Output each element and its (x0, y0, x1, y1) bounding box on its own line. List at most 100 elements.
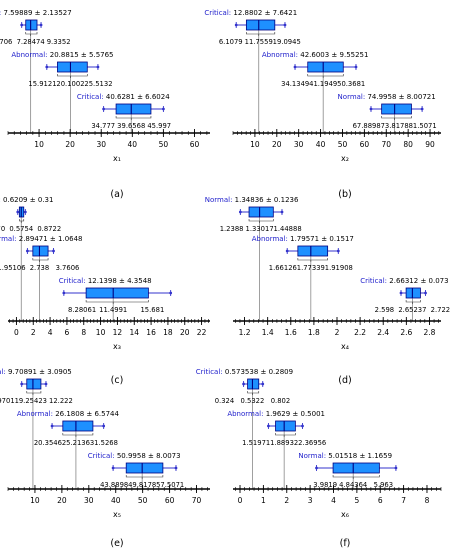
series-name: Abnormal (11, 51, 45, 59)
x-tick-label: 10 (30, 496, 40, 505)
x-tick-label: 1.2 (239, 328, 251, 337)
box-rect (62, 420, 94, 432)
whisker-point (301, 424, 304, 428)
stat-label: 50.3681 (337, 80, 365, 88)
whisker-point (424, 291, 427, 295)
x-tick-label: 60 (165, 496, 175, 505)
whisker-point (280, 210, 284, 214)
series-name-colon: : (101, 93, 106, 101)
stat-label: 11.4991 (99, 306, 127, 314)
box-rect (381, 103, 412, 115)
x-tick-label: 7 (401, 496, 406, 505)
box-rect (307, 61, 344, 73)
series-header: Normal: 0.6209 ± 0.31 (0, 196, 53, 204)
box-rect (405, 287, 421, 299)
x-tick-label: 10 (34, 140, 44, 149)
x-axis-label: x₂ (341, 154, 349, 163)
x-tick-label: 60 (360, 140, 370, 149)
stat-label: 8.28061 (68, 306, 96, 314)
series-name-colon: : (14, 235, 19, 243)
stat-bracket (246, 32, 276, 36)
stat-label: 3.7606 (56, 264, 80, 272)
series-mean-sd: 2.89471 ± 1.0648 (19, 235, 83, 243)
box-series-abnormal: Abnormal: 1.9629 ± 0.5001 1.51971 1.88932 2… (227, 410, 326, 447)
box-rect (332, 462, 380, 474)
series-header: Critical: 40.6281 ± 6.6024 (77, 93, 170, 101)
series-name: Normal (0, 368, 3, 376)
stat-label: 1.2388 (220, 225, 244, 233)
stat-label: 0.324 (215, 397, 234, 405)
x-axis-label: x₆ (341, 510, 349, 519)
series-header: Abnormal: 1.79571 ± 0.1517 (252, 235, 354, 243)
whisker-point (50, 424, 54, 428)
stat-label: 25.5132 (84, 80, 112, 88)
stat-label: 49.8178 (128, 481, 156, 489)
chart-panel-f: 0 1 2 3 4 5 6 7 8 x₆ (f) Critical: 0.573538 ± 0.280… (196, 368, 442, 549)
series-name-colon: : (363, 93, 368, 101)
stat-bracket (248, 219, 274, 223)
whisker-point (16, 210, 20, 214)
series-name-colon: : (296, 51, 301, 59)
stat-label: 4.84364 (339, 481, 367, 489)
x-tick-label: 2 (31, 328, 36, 337)
series-name: Abnormal (227, 410, 261, 418)
x-tick-label: 60 (190, 140, 200, 149)
series-header: Abnormal: 42.6003 ± 9.55251 (262, 51, 369, 59)
box-rect (115, 103, 152, 115)
series-mean-sd: 50.9958 ± 8.0073 (117, 452, 181, 460)
series-name: Normal (338, 93, 363, 101)
panel-label: (d) (338, 375, 351, 386)
stat-label: 25.2136 (62, 439, 90, 447)
series-name: Critical (196, 368, 221, 376)
stat-label: 2.65237 (398, 306, 426, 314)
x-tick-label: 10 (96, 328, 106, 337)
stat-label: 11.7559 (245, 38, 273, 46)
stat-label: 1.33017 (246, 225, 274, 233)
stat-label: 20.1002 (56, 80, 84, 88)
series-header: Normal: 5.01518 ± 1.1659 (298, 452, 392, 460)
x-tick-label: 2.2 (354, 328, 366, 337)
box-series-critical: Critical: 12.1398 ± 4.3548 8.28061 11.4991… (59, 277, 173, 314)
stat-label: 1.44888 (274, 225, 302, 233)
box-series-normal: Normal: 9.70891 ± 3.0905 6.970119.2542312… (0, 368, 73, 405)
stat-label: 81.5071 (409, 122, 437, 130)
series-name: Critical (360, 277, 385, 285)
box-rect (85, 287, 149, 299)
x-tick-label: 2.6 (400, 328, 412, 337)
box-series-critical: Critical: 50.9958 ± 8.0073 43.8898 49.8178… (88, 452, 184, 489)
x-axis-label: x₁ (113, 154, 121, 163)
whisker-point (174, 466, 178, 470)
x-tick-label: 14 (129, 328, 139, 337)
stat-label: 0.5754 (9, 225, 33, 233)
whisker-point (285, 249, 289, 253)
series-mean-sd: 74.9958 ± 8.00721 (367, 93, 435, 101)
chart-panel-d: 1.2 1.4 1.6 1.8 2 2.2 2.4 2.6 2.8 x₄ (d) Normal: 1.… (205, 196, 450, 386)
stat-bracket (85, 300, 149, 304)
stat-bracket (275, 433, 296, 437)
series-header: Critical: 12.1398 ± 4.3548 (59, 277, 152, 285)
box-rect (247, 378, 260, 390)
series-name: Abnormal (252, 235, 286, 243)
box-series-abnormal: Abnormal: 20.8815 ± 5.5765 15.9121 20.1002… (11, 51, 113, 88)
x-tick-label: 40 (111, 496, 121, 505)
whisker-point (261, 382, 265, 386)
chart-panel-e: 10 20 30 40 50 60 70 x₅ (e) Normal: 9.70891 ± 3.0… (0, 368, 210, 549)
stat-label: 0.8722 (37, 225, 61, 233)
x-tick-label: 6 (65, 328, 70, 337)
stat-label: 7.28474 (17, 38, 45, 46)
x-tick-label: 20 (57, 496, 67, 505)
x-tick-label: 30 (96, 140, 106, 149)
series-name: Critical (59, 277, 84, 285)
chart-panel-c: 0 2 4 6 8 10 12 14 16 18 20 22 x₃ (c) Normal: 0.6209 ±… (0, 196, 210, 386)
x-tick-label: 18 (163, 328, 173, 337)
x-tick-label: 20 (180, 328, 190, 337)
series-mean-sd: 2.66312 ± 0.073 (389, 277, 448, 285)
box-series-abnormal: Abnormal: 42.6003 ± 9.55251 34.1349 41.194… (262, 51, 369, 88)
stat-label: 2.722 (431, 306, 450, 314)
x-tick-label: 2 (284, 496, 289, 505)
stat-label: 6.1079 (219, 38, 243, 46)
stat-bracket (19, 219, 25, 223)
series-mean-sd: 1.9629 ± 0.5001 (266, 410, 325, 418)
series-header: Critical: 0.573538 ± 0.2809 (196, 368, 293, 376)
box-rect (26, 378, 42, 390)
